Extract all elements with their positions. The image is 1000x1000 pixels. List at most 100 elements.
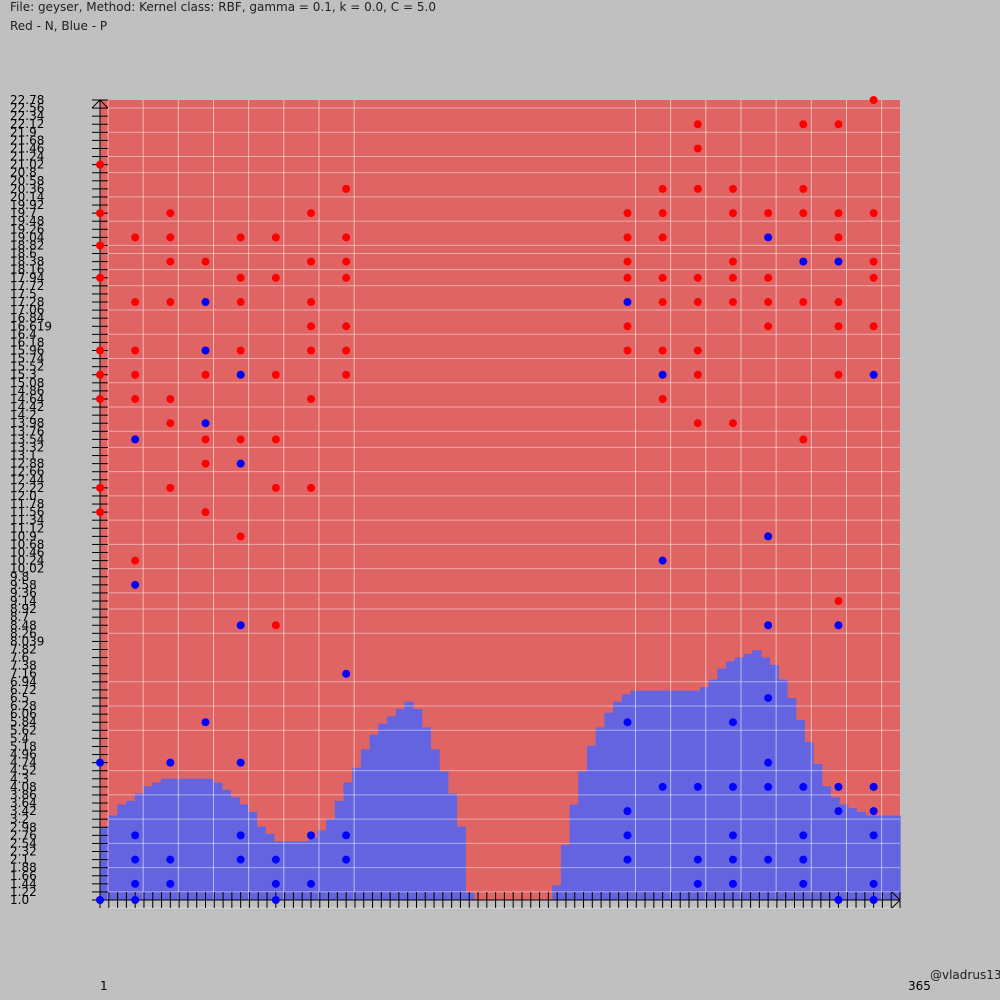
- y-tick-label: 10.24: [10, 554, 44, 568]
- region-p-column: [213, 782, 223, 900]
- point-n: [342, 233, 351, 242]
- point-p: [623, 807, 632, 816]
- point-n: [869, 273, 878, 282]
- point-n: [201, 257, 210, 266]
- point-n: [236, 298, 245, 307]
- point-n: [728, 273, 737, 282]
- region-p-column: [760, 657, 771, 900]
- point-n: [236, 532, 245, 541]
- point-p: [306, 879, 315, 888]
- point-p: [764, 693, 773, 702]
- y-tick-label: 15.08: [10, 376, 44, 390]
- y-tick-label: 9.58: [10, 578, 37, 592]
- point-p: [764, 621, 773, 630]
- y-tick-label: 11.34: [10, 513, 44, 527]
- point-n: [693, 184, 702, 193]
- region-p-column: [656, 690, 666, 900]
- region-p-column: [586, 745, 597, 900]
- region-p-column: [891, 815, 901, 900]
- point-n: [799, 435, 808, 444]
- gridlines: [107, 100, 900, 909]
- y-tick-label: 18.82: [10, 238, 44, 252]
- y-tick-label: 15.3: [10, 368, 37, 382]
- y-tick-label: 20.14: [10, 190, 44, 204]
- point-n: [658, 346, 667, 355]
- legend-text: Red - N, Blue - P: [10, 19, 108, 33]
- point-n: [166, 394, 175, 403]
- y-tick-label: 8.92: [10, 602, 37, 616]
- region-p-column: [743, 653, 753, 900]
- point-p: [131, 896, 140, 904]
- region-p-column: [195, 778, 205, 900]
- point-n: [693, 298, 702, 307]
- point-n: [728, 257, 737, 266]
- point-n: [799, 209, 808, 218]
- region-p-column: [352, 767, 362, 900]
- point-n: [131, 394, 140, 403]
- point-n: [271, 621, 280, 630]
- y-tick-label: 7.38: [10, 659, 37, 673]
- point-p: [236, 370, 245, 379]
- point-n: [658, 298, 667, 307]
- point-n: [764, 273, 773, 282]
- region-p-column: [595, 727, 605, 900]
- point-n: [693, 144, 702, 153]
- point-p: [728, 718, 737, 727]
- region-p-column: [795, 720, 805, 900]
- point-p: [271, 855, 280, 864]
- region-p-column: [639, 690, 649, 900]
- point-n: [834, 233, 843, 242]
- region-p-column: [769, 664, 779, 900]
- point-n: [96, 209, 104, 218]
- region-p-column: [108, 815, 118, 900]
- y-tick-label: 8.039: [10, 634, 44, 648]
- region-p-column: [100, 826, 110, 900]
- region-p-column: [673, 690, 684, 900]
- point-p: [764, 233, 773, 242]
- point-p: [342, 831, 351, 840]
- region-p-column: [830, 797, 840, 900]
- point-n: [799, 184, 808, 193]
- region-p-column: [465, 892, 475, 900]
- y-tick-label: 18.6: [10, 247, 37, 261]
- point-n: [693, 346, 702, 355]
- point-p: [623, 718, 632, 727]
- point-p: [658, 370, 667, 379]
- y-tick-label: 17.06: [10, 303, 44, 317]
- point-p: [271, 879, 280, 888]
- point-p: [799, 257, 808, 266]
- y-tick-label: 21.02: [10, 158, 44, 172]
- point-n: [96, 394, 104, 403]
- region-p-column: [186, 778, 197, 900]
- y-tick-label: 10.02: [10, 562, 44, 576]
- y-tick-label: 6.72: [10, 683, 37, 697]
- region-p-column: [813, 764, 823, 900]
- point-n: [166, 298, 175, 307]
- point-p: [764, 782, 773, 791]
- point-p: [96, 758, 104, 767]
- point-n: [236, 233, 245, 242]
- point-p: [728, 879, 737, 888]
- region-p-column: [126, 800, 136, 900]
- point-p: [764, 855, 773, 864]
- point-n: [693, 419, 702, 428]
- point-n: [271, 233, 280, 242]
- point-p: [799, 782, 808, 791]
- region-p-column: [560, 844, 571, 900]
- point-n: [131, 370, 140, 379]
- point-p: [834, 257, 843, 266]
- y-tick-label: 22.12: [10, 117, 44, 131]
- point-p: [834, 896, 843, 904]
- region-p-column: [752, 650, 762, 900]
- y-tick-label: 8.7: [10, 610, 29, 624]
- point-n: [96, 346, 104, 355]
- y-tick-label: 6.94: [10, 675, 37, 689]
- region-p-column: [839, 804, 849, 900]
- y-tick-label: 22.34: [10, 109, 44, 123]
- y-tick-label: 21.24: [10, 150, 44, 164]
- point-p: [96, 896, 104, 904]
- y-tick-label: 15.74: [10, 352, 44, 366]
- point-n: [342, 273, 351, 282]
- region-p-column: [169, 778, 179, 900]
- point-p: [834, 621, 843, 630]
